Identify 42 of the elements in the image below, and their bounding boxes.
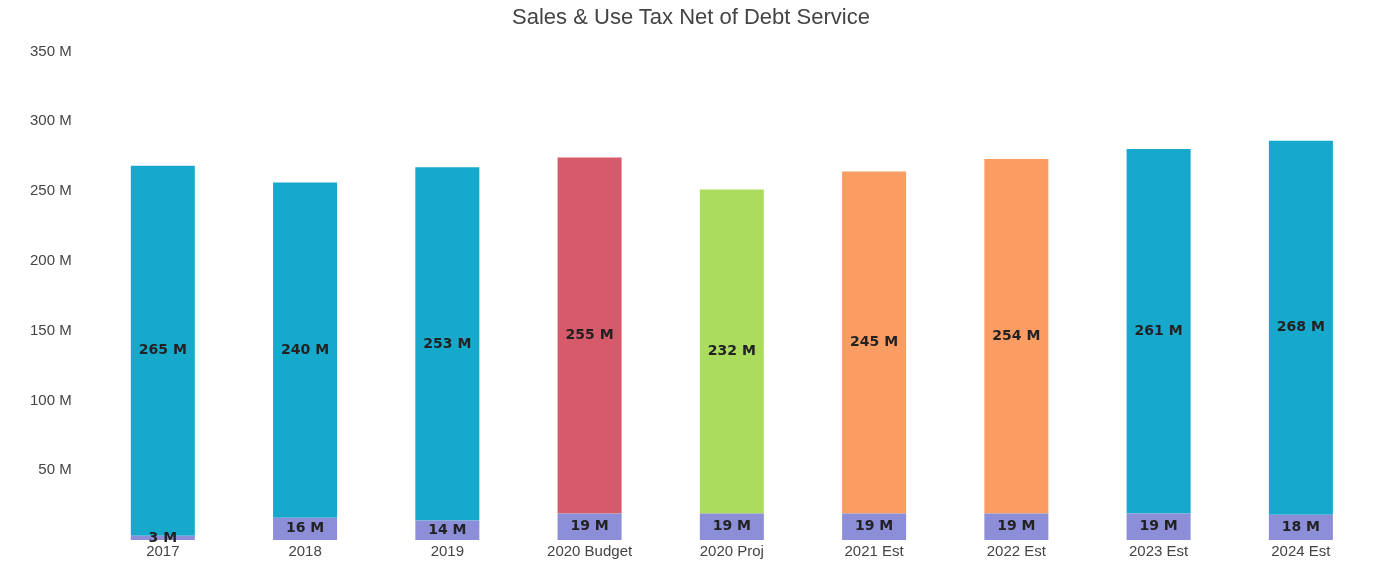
chart-title: Sales & Use Tax Net of Debt Service (512, 4, 870, 30)
bar (557, 157, 622, 514)
bar (1126, 149, 1191, 514)
y-tick-label: 350 M (29, 41, 72, 59)
data-label: 19 M (570, 517, 609, 534)
y-tick-label: 300 M (29, 111, 72, 129)
data-label: 19 M (997, 517, 1036, 534)
x-tick-label: 2020 Budget (547, 542, 633, 560)
x-tick-label: 2020 Proj (699, 542, 764, 560)
bar (699, 189, 764, 514)
y-tick-label: 200 M (29, 250, 72, 268)
x-tick-label: 2024 Est (1271, 542, 1332, 560)
bar (273, 182, 338, 518)
data-label: 261 M (1134, 321, 1183, 338)
x-tick-label: 2021 Est (844, 542, 905, 560)
y-tick-label: 150 M (29, 320, 72, 338)
data-label: 232 M (707, 342, 756, 359)
data-label: 16 M (285, 519, 325, 536)
data-label: 19 M (712, 517, 751, 534)
data-label: 240 M (281, 340, 330, 357)
data-label: 268 M (1276, 318, 1325, 335)
data-label: 14 M (428, 520, 467, 537)
data-label: 19 M (854, 517, 894, 534)
bar (415, 167, 480, 521)
x-tick-label: 2018 (288, 542, 322, 560)
x-tick-label: 2023 Est (1129, 542, 1190, 560)
x-tick-label: 2019 (430, 542, 465, 560)
y-tick-label: 50 M (38, 460, 72, 478)
data-label: 254 M (992, 326, 1041, 343)
y-tick-label: 250 M (29, 181, 72, 199)
bar (1268, 140, 1333, 515)
x-tick-label: 2022 Est (986, 542, 1047, 560)
y-tick-label: 100 M (29, 390, 72, 408)
data-label: 19 M (1139, 517, 1178, 534)
x-tick-label: 2017 (146, 542, 180, 560)
data-label: 253 M (423, 334, 472, 351)
data-label: 245 M (850, 333, 899, 350)
data-label: 18 M (1281, 518, 1321, 535)
data-label: 265 M (138, 341, 187, 358)
data-label: 255 M (565, 326, 614, 343)
bar (842, 171, 907, 514)
bar (984, 158, 1049, 514)
